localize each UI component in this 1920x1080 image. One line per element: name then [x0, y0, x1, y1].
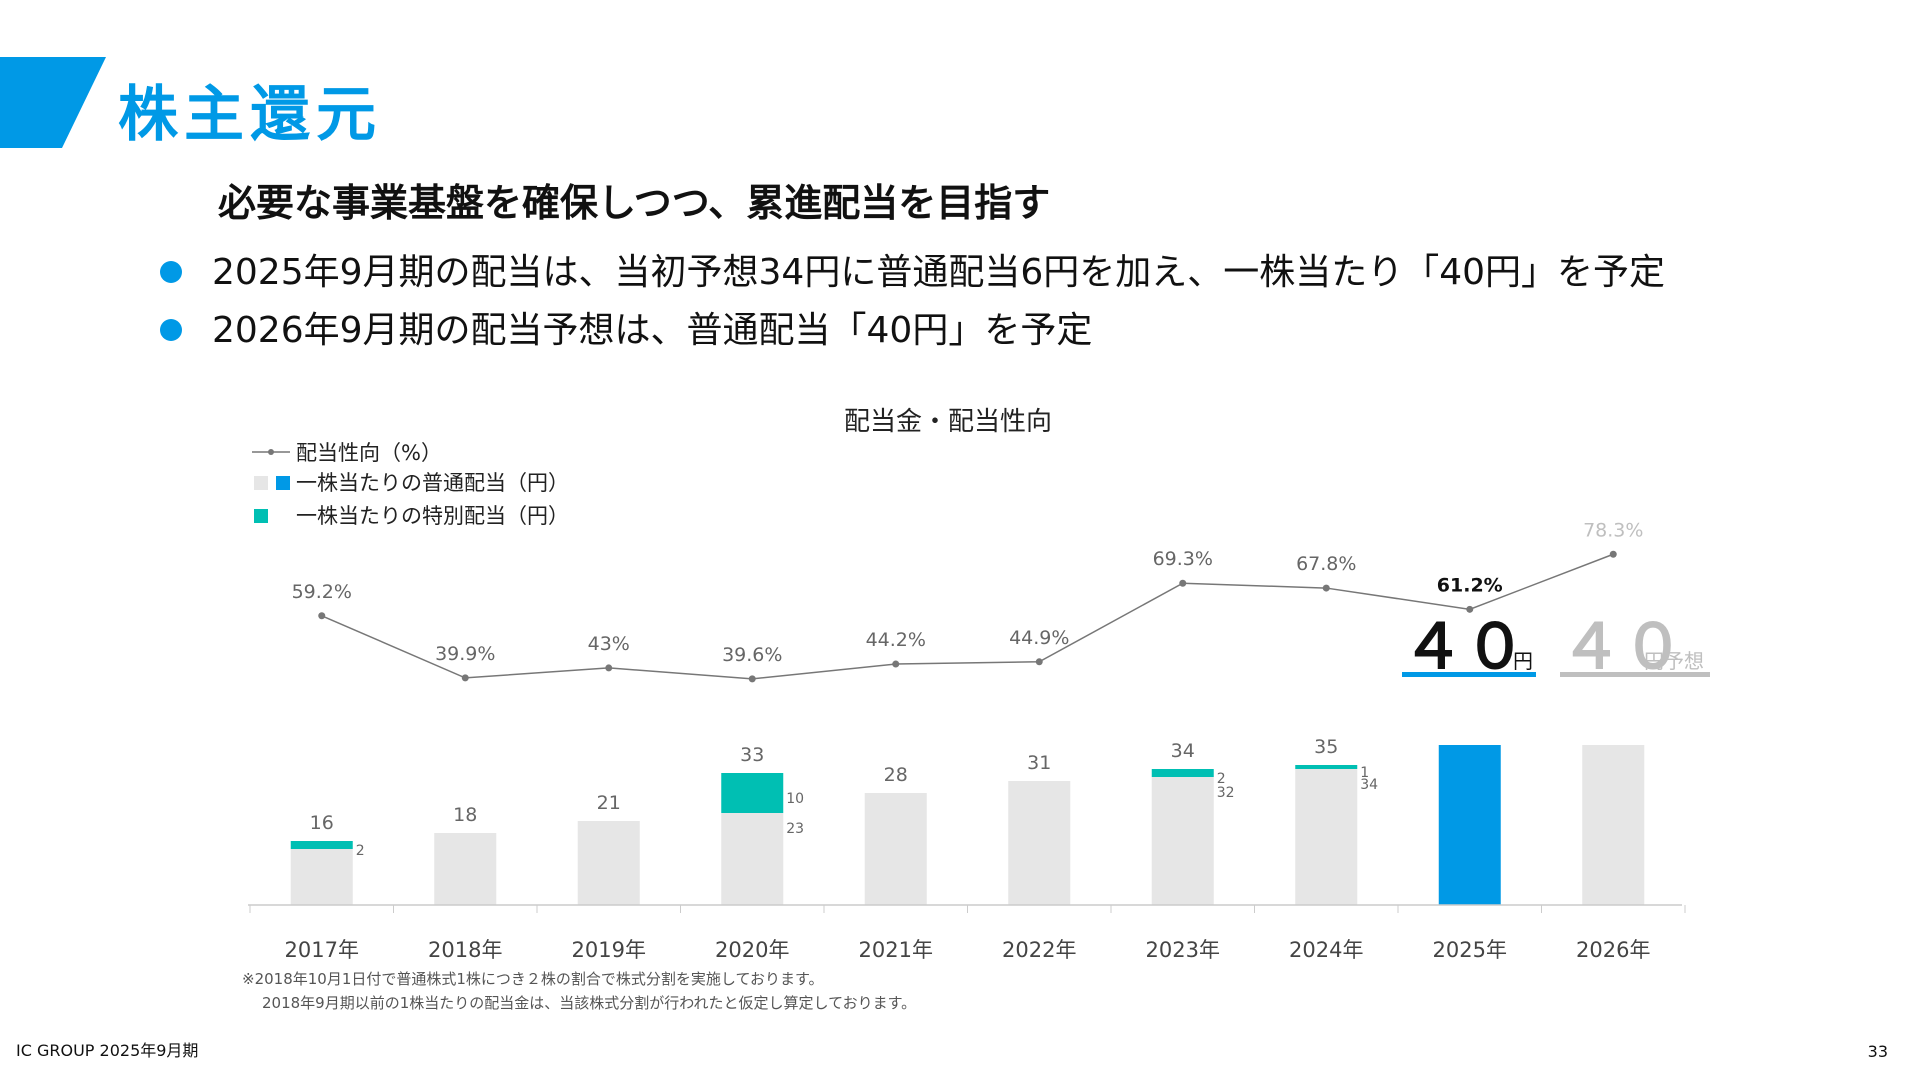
bar-regular-label: 23	[786, 821, 804, 837]
bar-regular	[1151, 777, 1214, 905]
title-accent-bar	[0, 57, 62, 148]
payout-ratio-label: 69.3%	[1153, 548, 1213, 570]
x-tick-label: 2025年	[1433, 938, 1507, 962]
bar-total-label: 21	[597, 792, 621, 814]
bar-regular	[721, 813, 784, 905]
x-tick-label: 2021年	[859, 938, 933, 962]
bar-total-label: 31	[1027, 752, 1051, 774]
bar-total-label: 33	[740, 744, 764, 766]
bar-special-label: 2	[1217, 771, 1226, 787]
payout-ratio-label: 44.9%	[1009, 627, 1069, 649]
payout-ratio-point	[1609, 550, 1617, 558]
legend-regular-gray-swatch	[254, 476, 268, 490]
bar-regular-label: 34	[1360, 777, 1378, 793]
payout-ratio-label: 44.2%	[866, 629, 926, 651]
legend-regular-blue-swatch	[276, 476, 290, 490]
current-dividend-underline	[1402, 672, 1536, 677]
payout-ratio-point	[748, 675, 756, 683]
chart-legend: 配当性向（%） 一株当たりの普通配当（円） 一株当たりの特別配当（円）	[252, 441, 569, 528]
payout-ratio-point	[1466, 605, 1474, 613]
bar-special-label: 2	[356, 843, 365, 859]
headline: 必要な事業基盤を確保しつつ、累進配当を目指す	[218, 181, 1051, 225]
bar-special	[290, 841, 353, 849]
current-dividend-value: ４０	[1402, 610, 1526, 683]
bar-regular	[290, 849, 353, 905]
chart-title: 配当金・配当性向	[844, 407, 1052, 437]
bar-total-label: 28	[884, 764, 908, 786]
bar-special	[1151, 769, 1214, 777]
payout-ratio-point	[892, 660, 900, 668]
bar-special-label: 10	[786, 791, 804, 807]
company-label: IC GROUP 2025年9月期	[16, 1041, 199, 1060]
x-tick-label: 2018年	[428, 938, 502, 962]
bar-special	[1295, 765, 1358, 769]
forecast-dividend-highlight: ４０ 円予想	[1560, 610, 1710, 683]
legend-payout-label: 配当性向（%）	[296, 441, 442, 465]
payout-ratio-point	[1179, 579, 1187, 587]
payout-ratio-label: 78.3%	[1583, 519, 1643, 541]
bullet-dot-icon	[160, 261, 182, 283]
bar-regular	[1295, 769, 1358, 905]
x-tick-label: 2017年	[285, 938, 359, 962]
footnote-2: 2018年9月期以前の1株当たりの配当金は、当該株式分割が行われたと仮定し算定し…	[262, 994, 917, 1012]
payout-ratio-point	[461, 674, 469, 682]
x-tick-label: 2024年	[1289, 938, 1363, 962]
bar-special	[721, 773, 784, 813]
forecast-dividend-underline	[1560, 672, 1710, 677]
bar-regular	[1438, 745, 1501, 905]
legend-line-marker-icon	[268, 449, 274, 455]
payout-ratio-point	[318, 612, 326, 620]
current-dividend-unit: 円	[1513, 649, 1533, 673]
bar-total-label: 18	[453, 804, 477, 826]
payout-ratio-series: 59.2% 39.9% 43% 39.6% 44.2% 44.9% 69.3% 67.8% 61…	[292, 519, 1643, 683]
payout-ratio-label: 67.8%	[1296, 553, 1356, 575]
forecast-dividend-unit: 円予想	[1644, 649, 1704, 673]
bar-regular	[864, 793, 927, 905]
payout-ratio-label: 43%	[588, 633, 630, 655]
page-title: 株主還元	[118, 80, 382, 150]
payout-ratio-point	[1035, 658, 1043, 666]
bar-regular	[434, 833, 497, 905]
x-tick-label: 2023年	[1146, 938, 1220, 962]
forecast-dividend-value: ４０	[1560, 610, 1684, 683]
page-number: 33	[1867, 1042, 1888, 1061]
bullet-dot-icon	[160, 319, 182, 341]
x-tick-label: 2019年	[572, 938, 646, 962]
legend-regular-label: 一株当たりの普通配当（円）	[296, 471, 569, 495]
payout-ratio-point	[1322, 584, 1330, 592]
bullet-item-1: 2025年9月期の配当は、当初予想34円に普通配当6円を加え、一株当たり「40円…	[160, 244, 1665, 302]
payout-ratio-point	[605, 664, 613, 672]
payout-ratio-label: 39.6%	[722, 644, 782, 666]
bar-regular-label: 32	[1217, 785, 1235, 801]
payout-ratio-label: 61.2%	[1437, 574, 1503, 596]
current-dividend-highlight: ４０ 円	[1402, 610, 1536, 683]
x-tick-label: 2020年	[715, 938, 789, 962]
bar-total-label: 35	[1314, 736, 1338, 758]
payout-ratio-label: 59.2%	[292, 581, 352, 603]
title-accent-slant	[62, 57, 106, 148]
bar-regular	[577, 821, 640, 905]
bar-regular	[1582, 745, 1645, 905]
x-axis: 2017年 2018年 2019年 2020年 2021年 2022年 2023年 2024年…	[248, 904, 1686, 962]
x-tick-label: 2026年	[1576, 938, 1650, 962]
footnote-1: ※2018年10月1日付で普通株式1株につき２株の割合で株式分割を実施しておりま…	[242, 970, 824, 988]
legend-special-label: 一株当たりの特別配当（円）	[296, 504, 569, 528]
bullet-text-2: 2026年9月期の配当予想は、普通配当「40円」を予定	[212, 310, 1093, 351]
x-tick-label: 2022年	[1002, 938, 1076, 962]
payout-ratio-label: 39.9%	[435, 643, 495, 665]
bar-total-label: 16	[310, 812, 334, 834]
bar-total-label: 34	[1171, 740, 1195, 762]
payout-ratio-line	[321, 553, 1614, 680]
bullet-text-1: 2025年9月期の配当は、当初予想34円に普通配当6円を加え、一株当たり「40円…	[212, 252, 1666, 293]
bar-regular	[1008, 781, 1071, 905]
bullet-list: 2025年9月期の配当は、当初予想34円に普通配当6円を加え、一株当たり「40円…	[160, 244, 1665, 360]
legend-special-swatch	[254, 509, 268, 523]
bullet-item-2: 2026年9月期の配当予想は、普通配当「40円」を予定	[160, 302, 1665, 360]
bar-special-label: 1	[1360, 765, 1369, 781]
